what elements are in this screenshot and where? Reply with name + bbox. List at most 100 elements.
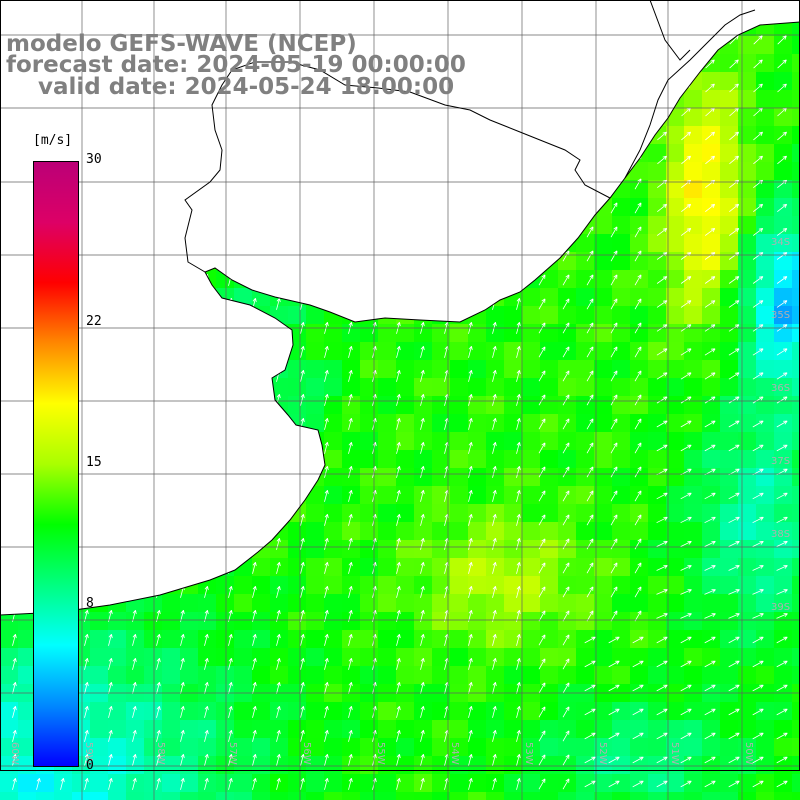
country-border (649, 0, 691, 61)
wind-speed-cell (576, 594, 595, 613)
wind-speed-cell (342, 612, 361, 631)
wind-arrow (562, 346, 570, 358)
wind-arrow (492, 777, 497, 790)
wind-speed-cell (144, 594, 163, 613)
wind-arrow (420, 561, 425, 574)
wind-arrow (776, 708, 788, 716)
longitude-label: 52W (597, 742, 608, 765)
wind-speed-cell (234, 594, 253, 613)
wind-arrow (656, 756, 668, 764)
wind-speed-cell (522, 594, 541, 613)
wind-arrow (420, 513, 425, 526)
wind-speed-cell (90, 666, 109, 685)
wind-speed-cell (648, 414, 667, 433)
wind-speed-cell (432, 666, 451, 685)
wind-speed-cell (558, 774, 577, 793)
wind-speed-cell (702, 396, 721, 415)
wind-arrow (776, 420, 788, 428)
wind-speed-cell (792, 720, 800, 739)
wind-speed-cell (450, 738, 469, 757)
wind-speed-cell (342, 774, 361, 793)
wind-arrow (108, 633, 113, 646)
wind-speed-cell (594, 576, 613, 595)
wind-speed-cell (684, 774, 703, 793)
wind-speed-cell (648, 630, 667, 649)
wind-arrow (12, 729, 17, 742)
wind-speed-cell (504, 432, 523, 451)
wind-speed-cell (306, 720, 325, 739)
wind-speed-cell (702, 594, 721, 613)
wind-speed-cell (756, 504, 775, 523)
wind-speed-cell (360, 522, 379, 541)
wind-speed-cell (486, 648, 505, 667)
wind-arrow (680, 252, 692, 260)
wind-speed-cell (540, 378, 559, 397)
wind-arrow (586, 346, 594, 358)
wind-arrow (252, 777, 257, 790)
wind-speed-cell (252, 702, 271, 721)
wind-speed-cell (270, 756, 289, 775)
wind-speed-cell (774, 738, 793, 757)
wind-speed-cell (666, 540, 685, 559)
wind-speed-cell (486, 702, 505, 721)
wind-speed-cell (198, 756, 217, 775)
wind-arrow (468, 561, 473, 574)
wind-speed-cell (360, 630, 379, 649)
wind-speed-cell (414, 450, 433, 469)
wind-arrow (324, 345, 329, 358)
wind-arrow (420, 777, 425, 790)
wind-speed-cell (594, 234, 613, 253)
wind-speed-cell (144, 648, 163, 667)
wind-speed-cell (90, 612, 109, 631)
wind-arrow (324, 369, 329, 382)
wind-speed-cell (612, 288, 631, 307)
wind-arrow (562, 706, 570, 718)
wind-arrow (228, 705, 233, 718)
wind-arrow (753, 203, 764, 213)
wind-arrow (324, 705, 329, 718)
wind-speed-cell (576, 576, 595, 595)
wind-arrow (752, 276, 764, 284)
wind-speed-cell (306, 504, 325, 523)
wind-arrow (752, 780, 764, 788)
wind-speed-cell (666, 126, 685, 145)
wind-speed-cell (756, 576, 775, 595)
wind-speed-cell (288, 648, 307, 667)
wind-arrow (324, 417, 329, 430)
wind-speed-cell (396, 576, 415, 595)
wind-arrow (704, 252, 716, 260)
wind-speed-cell (792, 756, 800, 775)
wind-arrow (562, 514, 570, 526)
wind-arrow (396, 729, 401, 742)
wind-speed-cell (504, 792, 523, 800)
wind-speed-cell (270, 738, 289, 757)
wind-speed-cell (522, 414, 541, 433)
wind-speed-cell (162, 774, 181, 793)
wind-speed-cell (720, 738, 739, 757)
wind-speed-cell (648, 378, 667, 397)
wind-speed-cell (216, 702, 235, 721)
wind-arrow (538, 610, 546, 622)
wind-arrow (562, 298, 570, 310)
wind-arrow (276, 753, 281, 766)
wind-speed-cell (432, 522, 451, 541)
wind-speed-cell (342, 540, 361, 559)
wind-speed-cell (450, 756, 469, 775)
wind-speed-cell (576, 234, 595, 253)
wind-speed-cell (468, 576, 487, 595)
wind-speed-cell (288, 522, 307, 541)
wind-speed-cell (630, 378, 649, 397)
wind-speed-cell (216, 774, 235, 793)
wind-speed-cell (324, 720, 343, 739)
wind-speed-cell (252, 756, 271, 775)
wind-speed-cell (288, 612, 307, 631)
wind-speed-cell (720, 666, 739, 685)
wind-speed-cell (666, 702, 685, 721)
wind-speed-cell (378, 702, 397, 721)
wind-arrow (468, 393, 473, 406)
wind-arrow (728, 684, 740, 692)
wind-arrow (634, 346, 642, 358)
wind-speed-cell (216, 792, 235, 800)
wind-arrow (516, 369, 521, 382)
wind-arrow (728, 396, 740, 404)
